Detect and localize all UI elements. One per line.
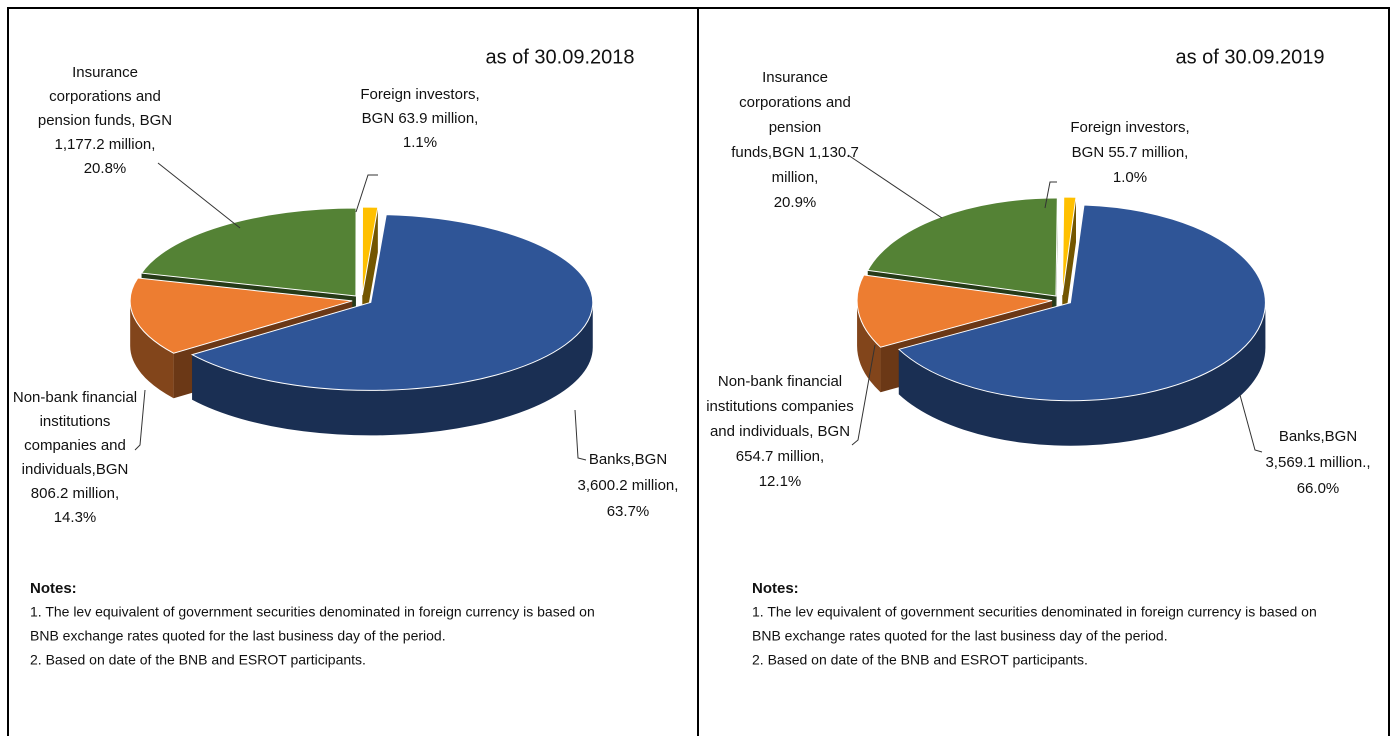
data-label: Insurance: [72, 64, 138, 81]
data-label: 806.2 million,: [31, 485, 119, 502]
data-label: individuals,BGN: [22, 461, 129, 478]
notes-title: Notes:: [30, 580, 77, 597]
data-label: 20.9%: [774, 194, 817, 211]
data-label: corporations and: [739, 94, 851, 111]
panel-border: [697, 7, 1390, 736]
data-label: Banks,BGN: [1279, 428, 1357, 445]
slice: [1061, 196, 1077, 296]
data-label: corporations and: [49, 88, 161, 105]
slice: [856, 274, 1053, 348]
data-label: pension: [769, 119, 822, 136]
data-label: Non-bank financial: [718, 373, 842, 390]
slice-wall: [130, 300, 174, 399]
data-label: and individuals, BGN: [710, 423, 850, 440]
data-label: 1,177.2 million,: [55, 136, 156, 153]
slice: [190, 214, 594, 391]
slice: [866, 197, 1058, 297]
leader-line: [355, 174, 378, 213]
note-line: 1. The lev equivalent of government secu…: [30, 604, 595, 620]
data-label: BGN 63.9 million,: [362, 110, 479, 127]
data-label: funds,BGN 1,130.7: [731, 144, 859, 161]
data-label: BGN 55.7 million,: [1072, 144, 1189, 161]
data-label: institutions: [40, 413, 111, 430]
note-line: BNB exchange rates quoted for the last b…: [752, 628, 1168, 644]
slice-wall: [898, 302, 1266, 446]
note-line: 2. Based on date of the BNB and ESROT pa…: [30, 652, 366, 668]
data-label: Foreign investors,: [1070, 119, 1189, 136]
note-line: 1. The lev equivalent of government secu…: [752, 604, 1317, 620]
slice: [140, 207, 357, 297]
leader-line: [847, 154, 943, 219]
leader-line: [574, 409, 587, 461]
data-label: 3,600.2 million,: [578, 477, 679, 494]
note-line: 2. Based on date of the BNB and ESROT pa…: [752, 652, 1088, 668]
leader-line: [1044, 181, 1057, 209]
data-label: 66.0%: [1297, 480, 1340, 497]
data-label: Banks,BGN: [589, 451, 667, 468]
notes-title: Notes:: [752, 580, 799, 597]
leader-line: [157, 162, 241, 229]
data-label: 63.7%: [607, 503, 650, 520]
data-label: million,: [772, 169, 819, 186]
leader-line: [851, 344, 876, 446]
data-label: 14.3%: [54, 509, 97, 526]
data-label: pension funds, BGN: [38, 112, 172, 129]
slice: [361, 206, 379, 296]
leader-line: [1239, 394, 1263, 453]
data-label: 1.1%: [403, 134, 437, 151]
data-label: companies and: [24, 437, 126, 454]
data-label: 20.8%: [84, 160, 127, 177]
slice: [129, 277, 353, 354]
note-line: BNB exchange rates quoted for the last b…: [30, 628, 446, 644]
leader-line: [134, 389, 146, 451]
data-label: 1.0%: [1113, 169, 1147, 186]
data-label: 654.7 million,: [736, 448, 824, 465]
chart-subtitle: as of 30.09.2019: [1175, 46, 1324, 68]
data-label: Foreign investors,: [360, 86, 479, 103]
data-label: 12.1%: [759, 473, 802, 490]
slice: [897, 204, 1266, 402]
slice-wall: [857, 300, 881, 393]
data-label: Non-bank financial: [13, 389, 137, 406]
slice-wall: [192, 302, 593, 436]
data-label: Insurance: [762, 69, 828, 86]
data-label: institutions companies: [706, 398, 854, 415]
chart-subtitle: as of 30.09.2018: [485, 46, 634, 68]
data-label: 3,569.1 million.,: [1265, 454, 1370, 471]
